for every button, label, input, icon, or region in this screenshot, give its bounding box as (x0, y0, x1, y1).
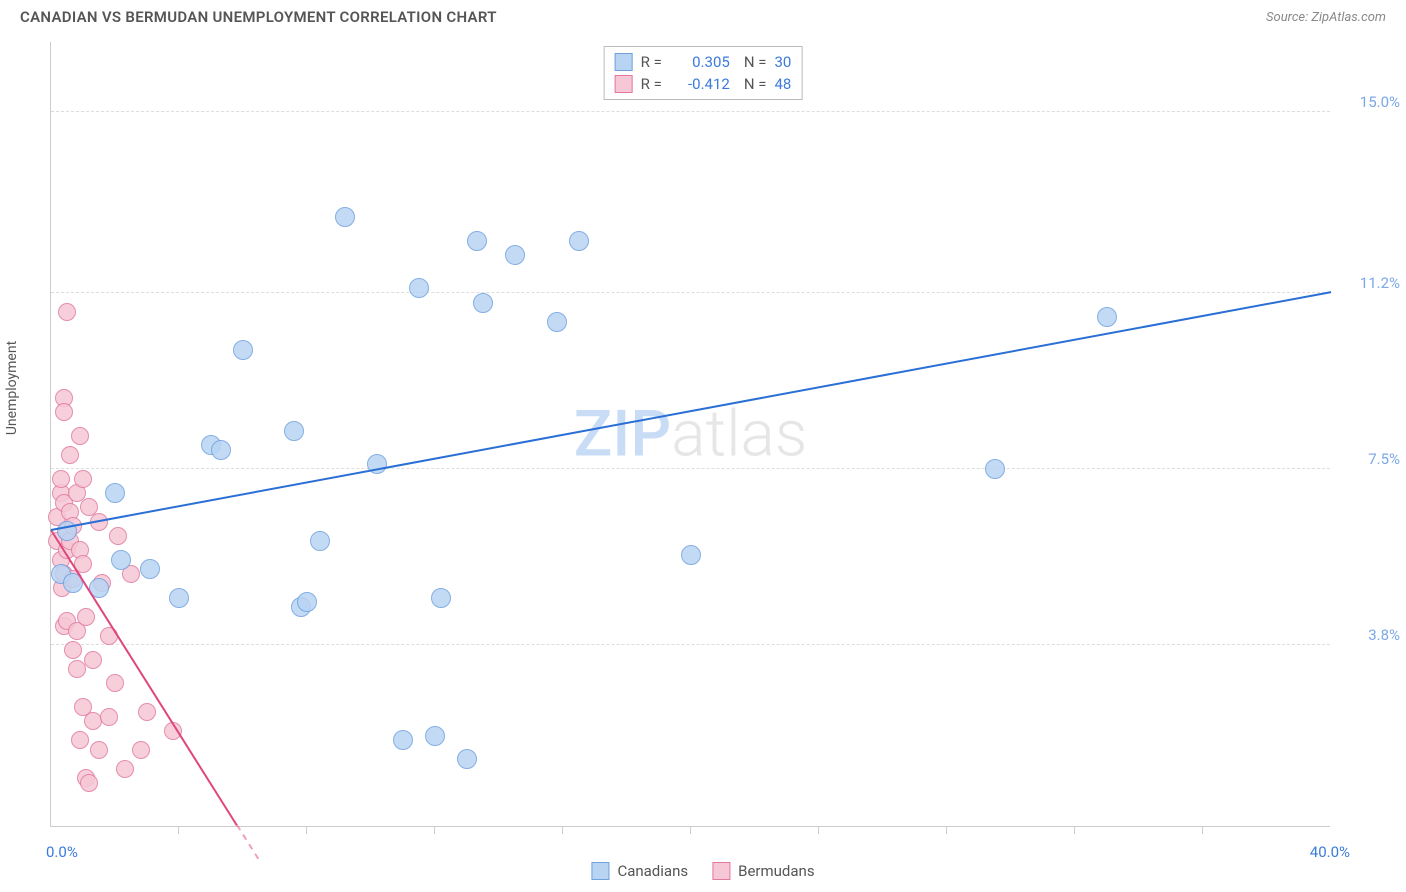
series-legend-item: Canadians (591, 862, 688, 880)
x-tick (690, 827, 691, 834)
x-tick (946, 827, 947, 834)
x-tick (1074, 827, 1075, 834)
chart-header: CANADIAN VS BERMUDAN UNEMPLOYMENT CORREL… (0, 0, 1406, 30)
data-point (425, 726, 445, 746)
y-axis-label: Unemployment (4, 341, 20, 435)
y-tick-label: 7.5% (1368, 450, 1400, 468)
data-point (116, 760, 134, 778)
x-tick (306, 827, 307, 834)
chart-plot-area: ZIPatlas 3.8%7.5%11.2%15.0% (50, 42, 1330, 827)
data-point (84, 651, 102, 669)
data-point (211, 440, 231, 460)
series-name: Canadians (617, 862, 688, 880)
y-tick-label: 15.0% (1360, 93, 1400, 111)
data-point (985, 459, 1005, 479)
watermark-atlas: atlas (671, 397, 807, 472)
data-point (335, 207, 355, 227)
x-tick (1202, 827, 1203, 834)
data-point (71, 731, 89, 749)
series-name: Bermudans (738, 862, 814, 880)
data-point (109, 527, 127, 545)
x-tick (818, 827, 819, 834)
data-point (473, 293, 493, 313)
data-point (90, 741, 108, 759)
x-axis-max-label: 40.0% (1310, 843, 1350, 861)
data-point (310, 531, 330, 551)
data-point (61, 446, 79, 464)
r-value: -0.412 (670, 75, 730, 93)
trendline (51, 291, 1331, 531)
data-point (106, 674, 124, 692)
data-point (297, 592, 317, 612)
x-axis-min-label: 0.0% (46, 843, 78, 861)
gridline (51, 468, 1330, 469)
data-point (105, 483, 125, 503)
r-label: R = (641, 53, 662, 71)
data-point (457, 749, 477, 769)
correlation-legend-row: R = 0.305 N = 30 (615, 51, 792, 73)
legend-swatch (615, 53, 633, 71)
gridline (51, 644, 1330, 645)
data-point (467, 231, 487, 251)
legend-swatch (591, 862, 609, 880)
trendline-extension (236, 824, 259, 859)
data-point (393, 730, 413, 750)
data-point (58, 303, 76, 321)
data-point (284, 421, 304, 441)
n-value: 30 (774, 53, 791, 71)
gridline (51, 292, 1330, 293)
data-point (77, 608, 95, 626)
data-point (431, 588, 451, 608)
data-point (233, 340, 253, 360)
y-tick-label: 3.8% (1368, 626, 1400, 644)
data-point (569, 231, 589, 251)
data-point (681, 545, 701, 565)
correlation-legend-row: R = -0.412 N = 48 (615, 73, 792, 95)
series-legend: Canadians Bermudans (591, 862, 814, 880)
legend-swatch (615, 75, 633, 93)
data-point (505, 245, 525, 265)
watermark-zip: ZIP (574, 397, 672, 472)
watermark: ZIPatlas (574, 397, 808, 472)
series-legend-item: Bermudans (712, 862, 814, 880)
correlation-legend: R = 0.305 N = 30R = -0.412 N = 48 (604, 46, 803, 100)
data-point (100, 708, 118, 726)
n-label: N = (744, 75, 767, 93)
data-point (71, 427, 89, 445)
data-point (74, 470, 92, 488)
legend-swatch (712, 862, 730, 880)
chart-title: CANADIAN VS BERMUDAN UNEMPLOYMENT CORREL… (20, 8, 497, 26)
x-tick (434, 827, 435, 834)
n-label: N = (744, 53, 767, 71)
data-point (132, 741, 150, 759)
n-value: 48 (774, 75, 791, 93)
data-point (409, 278, 429, 298)
data-point (169, 588, 189, 608)
data-point (55, 403, 73, 421)
data-point (52, 470, 70, 488)
chart-source: Source: ZipAtlas.com (1266, 10, 1386, 25)
data-point (1097, 307, 1117, 327)
gridline (51, 111, 1330, 112)
data-point (138, 703, 156, 721)
x-tick (178, 827, 179, 834)
data-point (547, 312, 567, 332)
data-point (64, 641, 82, 659)
data-point (80, 774, 98, 792)
y-tick-label: 11.2% (1360, 274, 1400, 292)
data-point (140, 559, 160, 579)
r-value: 0.305 (670, 53, 730, 71)
r-label: R = (641, 75, 662, 93)
data-point (68, 660, 86, 678)
x-tick (562, 827, 563, 834)
data-point (111, 550, 131, 570)
